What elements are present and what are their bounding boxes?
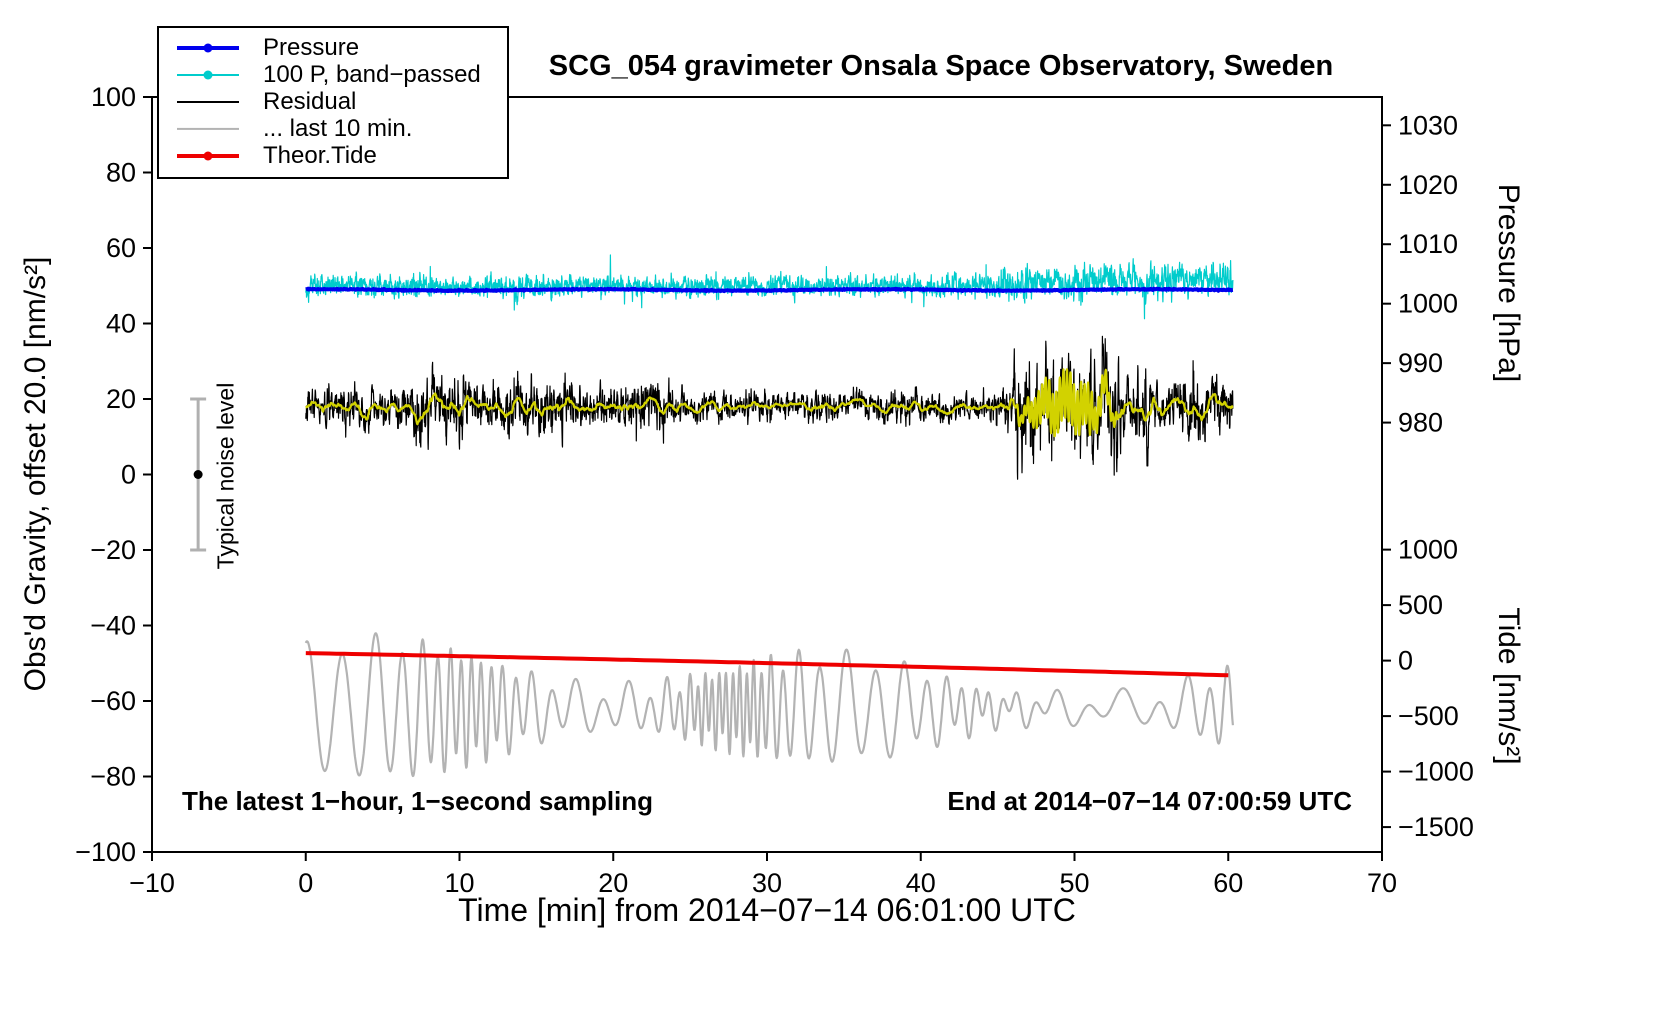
residual-filtered-series-line (304, 368, 1234, 438)
legend: Pressure 100 P, band−passed Residual ...… (157, 26, 509, 179)
tide-tick-label: 1000 (1398, 535, 1458, 565)
noise-level-dot (193, 470, 203, 479)
legend-item-residual: Residual (159, 88, 507, 115)
residual-legend-marker (177, 96, 239, 108)
tide-tick-label: 0 (1398, 646, 1413, 676)
pressure-axis-label: Pressure [hPa] (1492, 183, 1525, 383)
left-y-tick-label: 80 (106, 158, 136, 188)
noise-error-bar (190, 397, 207, 552)
tide-tick-label: −1500 (1398, 812, 1474, 842)
left-y-tick-label: 20 (106, 384, 136, 414)
x-tick-label: 10 (444, 868, 474, 898)
tide-tick-label: 500 (1398, 590, 1443, 620)
x-tick-label: 60 (1213, 868, 1243, 898)
left-y-tick-label: 100 (91, 82, 136, 112)
left-y-tick-label: −100 (75, 837, 136, 867)
pressure-legend-label: Pressure (263, 33, 360, 61)
left-y-tick-label: 60 (106, 233, 136, 263)
pressure-tick-label: 1010 (1398, 229, 1458, 259)
legend-item-pressure: Pressure (159, 34, 507, 61)
x-tick-label: −10 (129, 868, 175, 898)
last-10-min-series-line (304, 632, 1234, 778)
last-10-min-legend-marker (177, 123, 239, 135)
left-y-tick-label: 0 (121, 460, 136, 490)
theor-tide-legend-label: Theor.Tide (263, 141, 377, 169)
legend-item-theor-tide: Theor.Tide (159, 142, 507, 169)
pressure-tick-label: 1020 (1398, 170, 1458, 200)
band-passed-series-line (305, 254, 1234, 320)
residual-legend-label: Residual (263, 87, 357, 115)
sampling-annotation: The latest 1−hour, 1−second sampling (182, 786, 654, 816)
x-tick-label: 50 (1059, 868, 1089, 898)
pressure-tick-label: 1000 (1398, 289, 1458, 319)
left-y-tick-label: −80 (90, 762, 136, 792)
pressure-legend-marker (177, 42, 239, 54)
end-time-annotation: End at 2014−07−14 07:00:59 UTC (947, 786, 1352, 816)
chart-title: SCG_054 gravimeter Onsala Space Observat… (548, 50, 1334, 82)
left-y-tick-label: −40 (90, 611, 136, 641)
band-passed-legend-marker (177, 69, 239, 81)
series-group (190, 254, 1235, 778)
last-10-min-legend-label: ... last 10 min. (263, 114, 413, 142)
left-y-tick-label: −20 (90, 535, 136, 565)
theoretical-tide-series-line (305, 651, 1229, 678)
x-tick-label: 20 (598, 868, 628, 898)
x-axis-label: Time [min] from 2014−07−14 06:01:00 UTC (458, 892, 1076, 928)
pressure-tick-label: 1030 (1398, 110, 1458, 140)
left-y-tick-label: −60 (90, 686, 136, 716)
pressure-tick-label: 980 (1398, 408, 1443, 438)
left-axis-label: Obs'd Gravity, offset 20.0 [nm/s²] (19, 256, 52, 692)
typical-noise-level-label: Typical noise level (212, 382, 239, 570)
x-tick-label: 70 (1367, 868, 1397, 898)
x-tick-label: 0 (298, 868, 313, 898)
band-passed-legend-label: 100 P, band−passed (263, 60, 481, 88)
left-y-tick-label: 40 (106, 309, 136, 339)
x-tick-label: 30 (752, 868, 782, 898)
axes-group: −10 0 10 20 30 40 50 60 70100806040200−20−40−60−… (75, 82, 1474, 898)
x-tick-label: 40 (906, 868, 936, 898)
pressure-tick-label: 990 (1398, 348, 1443, 378)
tide-tick-label: −500 (1398, 701, 1459, 731)
tide-axis-label: Tide [nm/s²] (1492, 607, 1525, 765)
legend-item-last-10-min: ... last 10 min. (159, 115, 507, 142)
pressure-series-line (304, 286, 1235, 294)
theor-tide-legend-marker (177, 150, 239, 162)
tide-tick-label: −1000 (1398, 757, 1474, 787)
legend-item-band-passed: 100 P, band−passed (159, 61, 507, 88)
